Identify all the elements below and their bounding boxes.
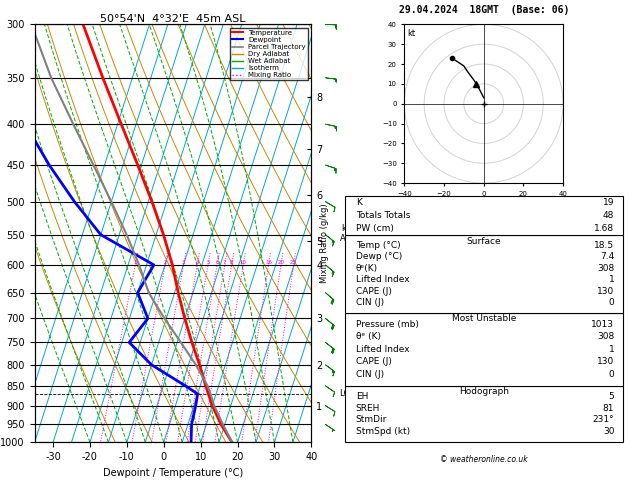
Y-axis label: km
ASL: km ASL [340,224,355,243]
Text: 2: 2 [164,260,167,265]
Text: Most Unstable: Most Unstable [452,314,516,323]
Text: 4: 4 [196,260,199,265]
Text: 19: 19 [603,198,615,207]
Text: 1013: 1013 [591,319,615,329]
Text: 7: 7 [223,260,226,265]
Text: Dewp (°C): Dewp (°C) [356,252,402,261]
Text: 308: 308 [597,332,615,341]
Text: 308: 308 [597,264,615,273]
Title: 50°54'N  4°32'E  45m ASL: 50°54'N 4°32'E 45m ASL [100,14,246,23]
Text: 1: 1 [609,275,615,284]
Text: 130: 130 [597,357,615,366]
Text: 5: 5 [206,260,209,265]
Text: LCL: LCL [339,389,354,399]
Text: 7.4: 7.4 [600,252,615,261]
Text: 81: 81 [603,404,615,413]
Text: © weatheronline.co.uk: © weatheronline.co.uk [440,455,528,464]
Text: 0: 0 [609,298,615,307]
Text: 18.5: 18.5 [594,241,615,250]
Text: kt: kt [408,29,416,38]
Text: StmSpd (kt): StmSpd (kt) [356,427,410,436]
Bar [345,196,623,235]
Text: 5: 5 [609,392,615,401]
Text: 231°: 231° [593,416,615,424]
Text: Pressure (mb): Pressure (mb) [356,319,419,329]
Text: θᵉ(K): θᵉ(K) [356,264,378,273]
Text: 6: 6 [215,260,219,265]
Text: 0: 0 [609,370,615,379]
Text: 130: 130 [597,287,615,295]
Text: 20: 20 [277,260,284,265]
Text: 1: 1 [133,260,137,265]
Text: StmDir: StmDir [356,416,387,424]
X-axis label: Dewpoint / Temperature (°C): Dewpoint / Temperature (°C) [103,468,243,478]
Text: θᵉ (K): θᵉ (K) [356,332,381,341]
Text: SREH: SREH [356,404,380,413]
Text: 29.04.2024  18GMT  (Base: 06): 29.04.2024 18GMT (Base: 06) [399,4,569,15]
Text: CIN (J): CIN (J) [356,370,384,379]
Text: CAPE (J): CAPE (J) [356,357,392,366]
Text: 16: 16 [265,260,272,265]
Text: Hodograph: Hodograph [459,387,509,396]
Bar [345,386,623,442]
Text: 1: 1 [609,345,615,354]
Legend: Temperature, Dewpoint, Parcel Trajectory, Dry Adiabat, Wet Adiabat, Isotherm, Mi: Temperature, Dewpoint, Parcel Trajectory… [230,28,308,80]
Text: Lifted Index: Lifted Index [356,345,409,354]
Text: Surface: Surface [466,237,501,245]
Text: CAPE (J): CAPE (J) [356,287,392,295]
Text: Mixing Ratio (g/kg): Mixing Ratio (g/kg) [320,203,328,283]
Text: 1.68: 1.68 [594,224,615,233]
Text: 10: 10 [240,260,247,265]
Text: 8: 8 [230,260,233,265]
Bar [345,312,623,386]
Text: 25: 25 [290,260,297,265]
Text: EH: EH [356,392,368,401]
Text: 30: 30 [603,427,615,436]
Bar [345,235,623,312]
Text: CIN (J): CIN (J) [356,298,384,307]
Text: K: K [356,198,362,207]
Text: 48: 48 [603,211,615,220]
Text: Lifted Index: Lifted Index [356,275,409,284]
Text: PW (cm): PW (cm) [356,224,394,233]
Text: Temp (°C): Temp (°C) [356,241,401,250]
Text: 3: 3 [182,260,186,265]
Text: Totals Totals: Totals Totals [356,211,410,220]
